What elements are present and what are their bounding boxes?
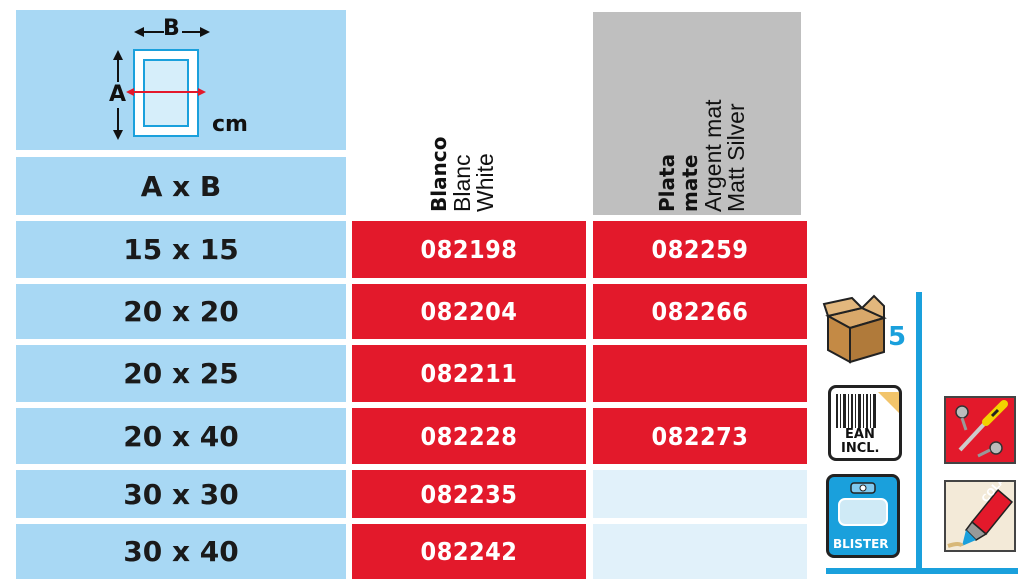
table-row-size: 20 x 40 <box>16 408 346 464</box>
glue-tube-icon: COLA <box>944 480 1016 552</box>
table-row-size: 20 x 25 <box>16 345 346 402</box>
code-white: 082204 <box>352 284 586 339</box>
code-white: 082242 <box>352 524 586 579</box>
unit-label: cm <box>212 112 248 137</box>
dimension-label-b: B <box>163 16 180 41</box>
dimension-diagram-cell: B A cm <box>16 10 346 150</box>
column-header-white: Blanco Blanc White <box>427 136 498 212</box>
box-pack-icon <box>822 294 894 366</box>
dimension-label-a: A <box>109 82 127 107</box>
barcode-icon: EAN INCL. <box>828 385 902 461</box>
box-count: 5 <box>888 322 907 352</box>
table-row-size: 15 x 15 <box>16 221 346 278</box>
code-white: 082228 <box>352 408 586 464</box>
ean-label-line-2: INCL. <box>841 441 880 456</box>
icon-divider-horizontal <box>826 568 1018 574</box>
blister-label: BLISTER <box>833 537 889 551</box>
code-silver: 082259 <box>593 221 807 278</box>
frame-dimension-icon <box>108 20 210 140</box>
column-silver-line-1: Plata mate <box>655 153 702 212</box>
column-silver-line-3: Matt Silver <box>723 103 749 212</box>
code-silver-empty <box>593 470 807 518</box>
code-silver-empty <box>593 524 807 579</box>
ean-label-line-1: EAN <box>845 427 875 442</box>
column-white-line-1: Blanco <box>427 136 451 212</box>
code-white: 082198 <box>352 221 586 278</box>
screwdriver-icon <box>944 396 1016 464</box>
code-silver: 082273 <box>593 408 807 464</box>
column-white-line-2: Blanc <box>449 154 475 212</box>
column-header-silver: Plata mate Argent mat Matt Silver <box>655 98 749 213</box>
table-row-size: 30 x 40 <box>16 524 346 579</box>
table-row-size: 20 x 20 <box>16 284 346 339</box>
blister-pack-icon: BLISTER <box>826 474 900 558</box>
icon-divider-vertical <box>916 292 922 574</box>
code-silver: 082266 <box>593 284 807 339</box>
code-silver-empty <box>593 345 807 402</box>
table-row-size: 30 x 30 <box>16 470 346 518</box>
column-silver-line-2: Argent mat <box>700 99 726 213</box>
code-white: 082211 <box>352 345 586 402</box>
size-header: A x B <box>16 157 346 215</box>
column-white-line-3: White <box>472 153 498 212</box>
silver-header-bg <box>593 12 801 215</box>
code-white: 082235 <box>352 470 586 518</box>
